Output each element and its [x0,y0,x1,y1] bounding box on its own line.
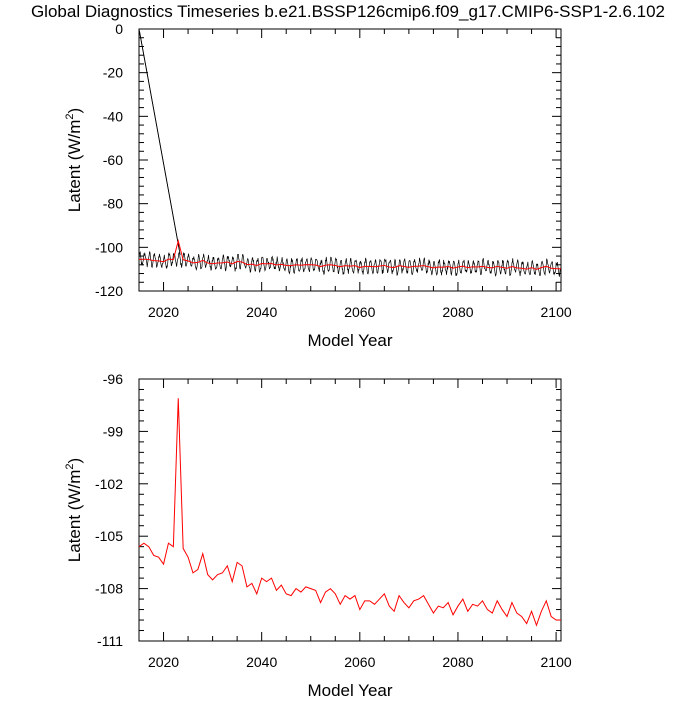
x-tick-label: 2040 [246,304,277,320]
x-tick-label: 2060 [344,654,375,670]
y-tick-label: -108 [95,581,123,597]
x-tick-label: 2100 [541,304,572,320]
series-monthly-spinup [139,31,180,250]
x-tick-label: 2040 [246,654,277,670]
x-tick-label: 2080 [442,654,473,670]
y-tick-label: -40 [103,108,123,124]
y-tick-label: -80 [103,196,123,212]
y-axis-label-end: ) [65,458,84,464]
y-axis-label-sup: 2 [64,113,76,119]
y-tick-label: 0 [115,21,123,37]
series-annual-line [138,398,561,627]
y-tick-label: -111 [97,633,123,649]
y-tick-label: -96 [103,371,123,387]
y-tick-label: -120 [95,283,123,299]
x-tick-label: 2020 [148,304,179,320]
y-axis-label-base: Latent (W/m [65,470,84,563]
plot-frame [138,28,562,292]
y-axis-label-sup: 2 [64,463,76,469]
y-tick-label: -99 [103,423,123,439]
y-axis-label-base: Latent (W/m [65,120,84,213]
x-tick-label: 2080 [442,304,473,320]
bottom-panel: 2020 2040 2060 2080 2100 -96 -99 -102 -105 -108 -1… [64,371,572,700]
plot-frame [138,378,562,642]
y-axis-label: Latent (W/m2) [64,108,84,212]
y-axis-label-end: ) [65,108,84,114]
x-axis-label: Model Year [307,681,392,700]
x-tick-label: 2100 [541,654,572,670]
y-axis-label: Latent (W/m2) [64,458,84,562]
y-tick-label: -100 [95,239,123,255]
y-tick-label: -60 [103,152,123,168]
x-tick-label: 2020 [148,654,179,670]
top-panel: 2020 2040 2060 2080 2100 0 -20 -40 -60 -80 -100 -12… [64,21,572,350]
y-tick-label: -20 [103,65,123,81]
x-axis-label: Model Year [307,331,392,350]
chart-title: Global Diagnostics Timeseries b.e21.BSSP… [31,2,665,21]
y-tick-label: -102 [95,476,123,492]
x-tick-label: 2060 [344,304,375,320]
y-tick-label: -105 [95,528,123,544]
series-annual-line [138,239,561,270]
series-monthly-line [138,251,561,277]
